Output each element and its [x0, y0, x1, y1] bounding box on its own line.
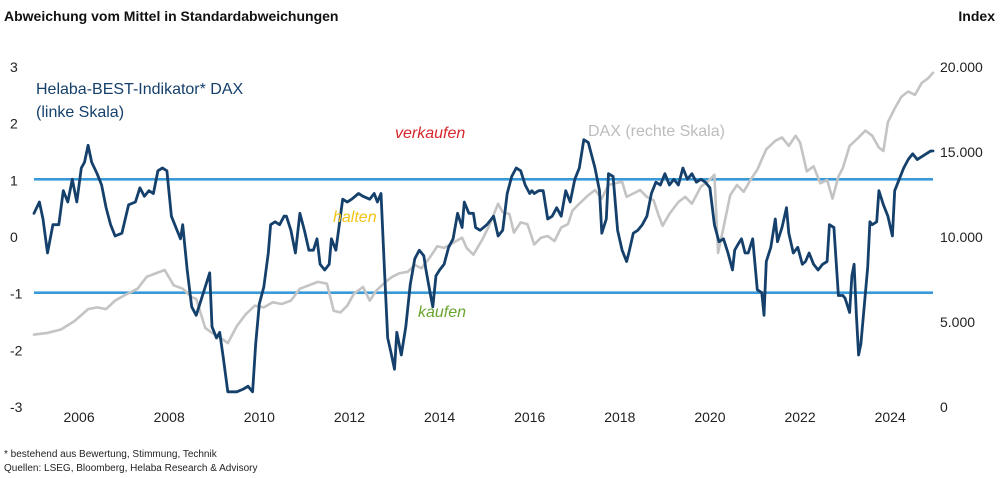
right-axis-title: Index: [958, 8, 995, 24]
left-axis-tick-label: 2: [10, 116, 18, 132]
x-axis-tick-label: 2010: [244, 409, 275, 425]
series-title: Helaba-BEST-Indikator* DAX: [36, 81, 244, 98]
left-axis-tick-label: 1: [10, 172, 18, 188]
buy-zone-label: kaufen: [418, 304, 466, 321]
x-axis-tick-label: 2022: [784, 409, 815, 425]
footnote-components: * bestehend aus Bewertung, Stimmung, Tec…: [4, 449, 217, 460]
x-axis-tick-label: 2014: [424, 409, 455, 425]
left-axis-tick-label: -1: [10, 286, 23, 302]
left-axis-tick-label: -3: [10, 399, 23, 415]
x-axis-tick-label: 2008: [154, 409, 185, 425]
sell-zone-label: verkaufen: [395, 125, 465, 142]
dax-series-line: [32, 71, 935, 345]
left-axis-tick-label: 0: [10, 229, 18, 245]
x-axis-tick-label: 2018: [604, 409, 635, 425]
left-axis-tick-label: 3: [10, 59, 18, 75]
right-axis-tick-label: 15.000: [940, 144, 983, 160]
x-axis-tick-label: 2006: [63, 409, 94, 425]
x-axis-tick-label: 2024: [875, 409, 906, 425]
right-axis-tick-label: 5.000: [940, 314, 975, 330]
right-axis-tick-label: 0: [940, 399, 948, 415]
left-axis-title: Abweichung vom Mittel in Standardabweich…: [4, 8, 339, 24]
series-title-scale-note: (linke Skala): [36, 104, 124, 121]
hold-zone-label: halten: [333, 209, 377, 226]
right-axis-tick-label: 10.000: [940, 229, 983, 245]
dax-series-label: DAX (rechte Skala): [588, 123, 725, 140]
x-axis-tick-label: 2016: [514, 409, 545, 425]
best-indicator-series-line: [32, 138, 935, 394]
x-axis-tick-label: 2012: [334, 409, 365, 425]
right-axis-tick-label: 20.000: [940, 59, 983, 75]
x-axis-tick-label: 2020: [694, 409, 725, 425]
footnote-sources: Quellen: LSEG, Bloomberg, Helaba Researc…: [4, 463, 258, 474]
left-axis-tick-label: -2: [10, 342, 23, 358]
